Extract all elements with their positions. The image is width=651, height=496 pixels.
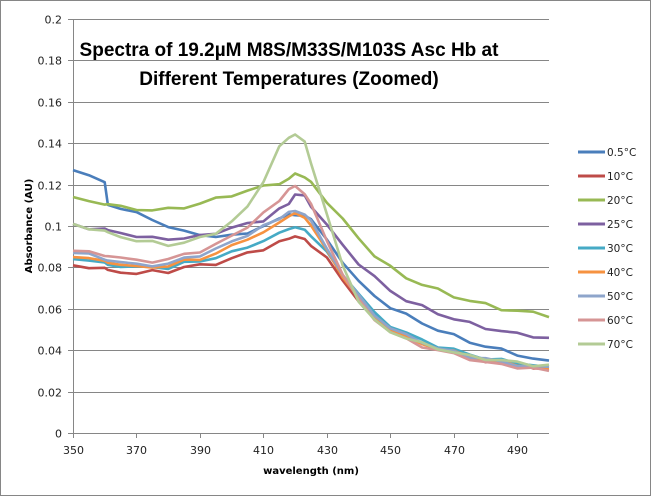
legend-label: 25°C: [607, 219, 633, 231]
x-tick-label: 390: [190, 444, 211, 457]
axes: [68, 19, 549, 438]
legend-item: 30°C: [578, 243, 633, 255]
legend-label: 70°C: [607, 339, 633, 351]
x-axis-label: wavelength (nm): [263, 466, 359, 477]
x-tick-label: 490: [507, 444, 528, 457]
y-tick-label: 0.2: [45, 14, 63, 27]
x-tick-labels: 350 370 390 410 430 450 470 490: [63, 444, 528, 457]
y-tick-label: 0: [55, 428, 62, 441]
x-tick-label: 430: [317, 444, 338, 457]
x-tick-label: 350: [63, 444, 84, 457]
series-line-60C: [72, 184, 550, 373]
legend-label: 50°C: [607, 291, 633, 303]
legend-item: 25°C: [578, 219, 633, 231]
legend-item: 10°C: [578, 171, 633, 183]
y-tick-label: 0.18: [38, 55, 63, 68]
y-tick-label: 0.02: [38, 387, 63, 400]
y-tick-label: 0.04: [38, 345, 63, 358]
y-tick-label: 0.12: [38, 180, 63, 193]
y-tick-labels: 0 0.02 0.04 0.06 0.08 0.1 0.12 0.14 0.16 0.18 0.2: [38, 14, 63, 441]
x-tick-label: 450: [380, 444, 401, 457]
legend-label: 40°C: [607, 267, 633, 279]
y-tick-label: 0.08: [38, 262, 63, 275]
legend-label: 0.5°C: [607, 147, 636, 159]
legend-item: 40°C: [578, 267, 633, 279]
y-tick-label: 0.14: [38, 138, 63, 151]
legend-label: 30°C: [607, 243, 633, 255]
legend-item: 0.5°C: [578, 147, 636, 159]
chart-title-line-2: Different Temperatures (Zoomed): [139, 69, 438, 90]
y-tick-label: 0.1: [45, 221, 63, 234]
y-tick-label: 0.06: [38, 304, 63, 317]
x-tick-label: 370: [126, 444, 147, 457]
y-tick-label: 0.16: [38, 97, 63, 110]
legend-item: 70°C: [578, 339, 633, 351]
legend: 0.5°C 10°C 20°C 25°C 30°C 40°C 50°C 60°C 70°C: [578, 147, 636, 351]
series-lines: [72, 133, 550, 373]
series-line-20C: [72, 172, 550, 319]
series-line-25C: [72, 193, 550, 340]
chart-title-line-1: Spectra of 19.2µM M8S/M33S/M103S Asc Hb …: [80, 40, 500, 61]
legend-label: 20°C: [607, 195, 633, 207]
legend-item: 20°C: [578, 195, 633, 207]
legend-item: 60°C: [578, 315, 633, 327]
x-tick-label: 470: [444, 444, 465, 457]
legend-item: 50°C: [578, 291, 633, 303]
legend-label: 10°C: [607, 171, 633, 183]
x-tick-label: 410: [253, 444, 274, 457]
series-line-70C: [72, 133, 550, 368]
y-axis-label: Absorbance (AU): [24, 179, 35, 274]
legend-label: 60°C: [607, 315, 633, 327]
